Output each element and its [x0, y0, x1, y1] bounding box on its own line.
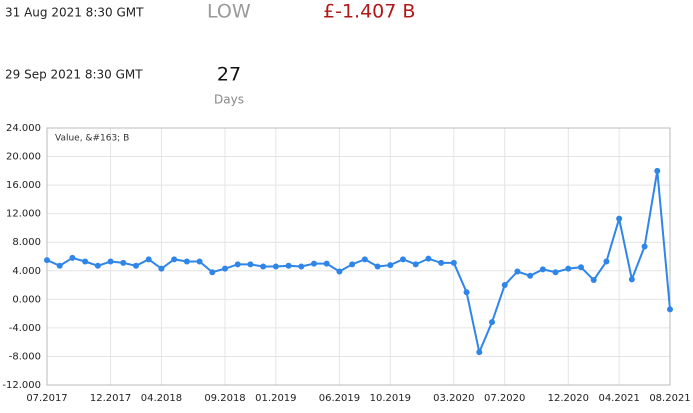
x-tick-label: 12.2020: [548, 393, 589, 404]
point: [527, 272, 534, 279]
x-tick-label: 01.2019: [255, 393, 296, 404]
point: [94, 262, 101, 269]
x-tick-label: 06.2019: [319, 393, 360, 404]
x-tick-label: 07.2017: [26, 393, 67, 404]
point: [69, 254, 76, 261]
count-unit: Days: [214, 93, 244, 107]
x-tick-label: 08.2021: [649, 393, 690, 404]
point: [667, 306, 673, 313]
point: [323, 260, 330, 267]
y-tick-label: 16.000: [6, 180, 41, 191]
point: [425, 255, 432, 262]
y-tick-label: -8.000: [9, 351, 41, 362]
line: [46, 170, 671, 356]
point: [552, 269, 559, 276]
point: [209, 269, 216, 276]
point: [272, 263, 279, 270]
y-tick-label: 12.000: [6, 209, 41, 220]
start-date: 31 Aug 2021 8:30 GMT: [5, 6, 144, 20]
point: [489, 319, 495, 326]
point: [260, 263, 267, 270]
point: [298, 263, 305, 270]
x-tick-label: 07.2020: [484, 393, 525, 404]
point: [641, 243, 648, 250]
point: [285, 262, 292, 269]
point: [412, 261, 419, 268]
y-tick-label: 20.000: [6, 152, 41, 163]
point: [578, 264, 584, 271]
point: [361, 256, 368, 263]
point: [603, 258, 610, 265]
point: [400, 256, 406, 263]
x-tick-label: 03.2020: [433, 393, 474, 404]
y-tick-label: -12.000: [2, 380, 41, 391]
point: [56, 262, 63, 269]
point: [616, 215, 623, 222]
point: [44, 257, 50, 264]
point: [374, 263, 381, 270]
x-tick-label: 04.2021: [598, 393, 639, 404]
point: [171, 256, 178, 263]
point: [336, 268, 343, 275]
point: [501, 282, 508, 289]
point: [654, 167, 661, 174]
y-tick-label: 24.000: [6, 123, 41, 134]
point: [107, 258, 114, 265]
point: [133, 262, 139, 269]
point: [349, 261, 356, 268]
chart: -12.000 -8.000 -4.000 0.000 4.000 8.000 12.000…: [2, 123, 690, 404]
point: [234, 261, 241, 268]
x-tick-label: 09.2018: [204, 393, 245, 404]
point: [476, 349, 483, 356]
plot-frame: [46, 127, 671, 386]
point: [514, 268, 521, 275]
point: [463, 289, 470, 296]
y-tick-label: 4.000: [12, 266, 41, 277]
point: [196, 258, 203, 265]
point: [311, 260, 317, 267]
point: [145, 256, 152, 263]
x-tick-label: 04.2018: [141, 393, 182, 404]
end-date: 29 Sep 2021 8:30 GMT: [5, 68, 143, 82]
amount: £-1.407 B: [323, 1, 415, 23]
point: [247, 261, 254, 268]
point: [120, 259, 127, 266]
point: [158, 265, 165, 272]
point: [222, 265, 228, 272]
x-tick-label: 10.2019: [370, 393, 411, 404]
y-tick-label: 0.000: [12, 294, 41, 305]
y-tick-label: 8.000: [12, 237, 41, 248]
point: [82, 258, 89, 265]
x-tick-label: 12.2017: [90, 393, 131, 404]
point: [387, 262, 394, 269]
point: [183, 258, 190, 265]
point: [539, 266, 546, 273]
point: [438, 259, 445, 266]
point: [565, 265, 572, 272]
point: [628, 276, 635, 283]
point: [590, 277, 597, 284]
count: 27: [217, 64, 241, 86]
legend-label: Value, &#163; B: [55, 134, 129, 144]
point: [450, 259, 457, 266]
level: LOW: [207, 1, 251, 23]
y-tick-label: -4.000: [9, 323, 41, 334]
